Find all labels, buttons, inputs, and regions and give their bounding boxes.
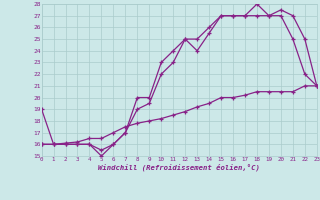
X-axis label: Windchill (Refroidissement éolien,°C): Windchill (Refroidissement éolien,°C) <box>98 164 260 171</box>
